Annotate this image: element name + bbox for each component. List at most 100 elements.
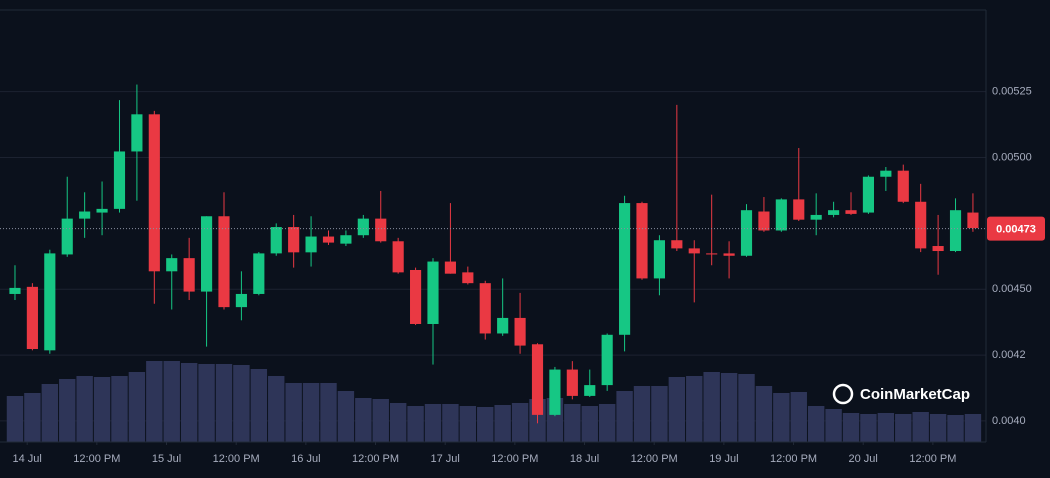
candle-body [410, 269, 422, 324]
volume-bar [773, 393, 790, 442]
volume-bar [198, 364, 215, 442]
volume-bar [633, 386, 651, 442]
candle-body [270, 227, 282, 254]
candle-body [828, 210, 840, 215]
x-tick-label: 12:00 PM [909, 453, 956, 465]
candle-body [758, 211, 770, 231]
volume-bar [128, 372, 146, 442]
candle-body [340, 235, 352, 244]
last-price-label: 0.00473 [996, 224, 1036, 236]
volume-bar [477, 407, 494, 442]
volume-bar [668, 377, 686, 442]
candle-body [706, 253, 718, 255]
x-tick-label: 16 Jul [291, 453, 320, 465]
volume-bar [215, 364, 233, 442]
candle-body [288, 227, 300, 253]
volume-bar [372, 399, 389, 442]
candle-body [932, 246, 944, 252]
candle-body [514, 317, 526, 346]
volume-bar [825, 409, 842, 442]
volume-bar [442, 404, 459, 442]
volume-bar [389, 403, 407, 442]
volume-bar [895, 414, 912, 442]
candle-body [218, 216, 230, 308]
candle-body [897, 170, 909, 202]
volume-bar [790, 392, 807, 442]
volume-bar [233, 365, 250, 442]
volume-bar [651, 386, 668, 442]
volume-bar [755, 386, 773, 442]
volume-bar [76, 376, 93, 442]
volume-bar [929, 414, 947, 442]
candle-body [601, 334, 613, 386]
candle-body [479, 283, 491, 334]
candle-body [566, 369, 578, 396]
x-tick-label: 12:00 PM [73, 453, 120, 465]
volume-bar [268, 376, 285, 442]
candle-body [131, 114, 143, 152]
volume-bar [180, 363, 198, 442]
volume-bar [720, 373, 738, 442]
candle-body [793, 199, 805, 220]
candle-body [671, 240, 683, 249]
volume-bar [738, 374, 755, 442]
volume-bar [459, 406, 477, 442]
candle-body [967, 212, 979, 229]
volume-bar [163, 361, 180, 442]
candle-body [357, 218, 369, 236]
y-tick-label: 0.0042 [992, 349, 1026, 361]
volume-bar [564, 404, 581, 442]
volume-bar [964, 414, 982, 442]
volume-bar [337, 391, 355, 442]
y-tick-label: 0.00525 [992, 86, 1032, 98]
volume-bar [598, 404, 616, 442]
x-tick-label: 12:00 PM [770, 453, 817, 465]
volume-bar [407, 406, 424, 442]
volume-bar [111, 376, 128, 442]
volume-bar [285, 383, 302, 442]
candle-body [862, 176, 875, 213]
volume-bar [703, 372, 720, 442]
volume-bar [842, 413, 860, 442]
volume-bar [860, 414, 877, 442]
candle-body [810, 214, 822, 220]
volume-bar [511, 403, 529, 442]
volume-bar [320, 383, 337, 442]
candle-body [305, 236, 317, 253]
candle-body [653, 240, 665, 279]
candle-body [200, 216, 213, 292]
x-tick-label: 17 Jul [431, 453, 460, 465]
candle-body [584, 385, 596, 396]
volume-bar [6, 396, 24, 442]
volume-bar [877, 413, 895, 442]
candle-body [688, 248, 700, 254]
candle-body [619, 203, 631, 335]
candle-body [462, 272, 474, 284]
candle-body [322, 236, 335, 243]
candle-body [880, 170, 892, 177]
volume-bar [146, 361, 163, 442]
candle-body [531, 344, 544, 415]
candle-body [775, 199, 787, 231]
candle-body [549, 369, 561, 415]
candle-body [444, 261, 456, 274]
watermark-text: CoinMarketCap [860, 386, 970, 403]
candle-body [253, 253, 265, 294]
volume-bar [616, 391, 633, 442]
volume-bar [494, 405, 511, 442]
candle-body [148, 114, 160, 272]
candle-body [79, 211, 91, 219]
candle-body [375, 218, 387, 242]
x-tick-label: 12:00 PM [491, 453, 538, 465]
candle-body [96, 208, 108, 213]
x-tick-label: 12:00 PM [631, 453, 678, 465]
volume-bar [59, 379, 76, 442]
volume-bar [424, 404, 442, 442]
volume-bar [686, 376, 703, 442]
candle-body [166, 258, 178, 272]
x-tick-label: 18 Jul [570, 453, 599, 465]
candle-body [26, 286, 38, 350]
candle-body [427, 261, 439, 324]
candle-body [845, 210, 857, 214]
